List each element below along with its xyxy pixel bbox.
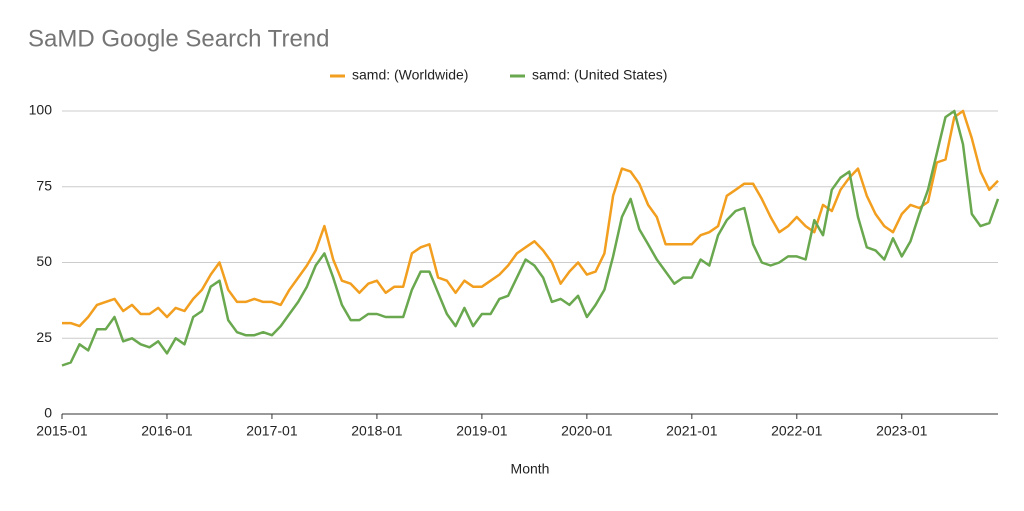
legend-label: samd: (Worldwide) bbox=[352, 67, 468, 83]
y-tick-label: 0 bbox=[44, 405, 52, 421]
x-tick-label: 2023-01 bbox=[876, 423, 928, 439]
x-tick-label: 2022-01 bbox=[771, 423, 823, 439]
y-tick-label: 50 bbox=[36, 253, 52, 269]
x-tick-label: 2020-01 bbox=[561, 423, 613, 439]
legend-label: samd: (United States) bbox=[532, 67, 667, 83]
x-tick-label: 2019-01 bbox=[456, 423, 508, 439]
chart-title: SaMD Google Search Trend bbox=[28, 25, 330, 52]
x-tick-label: 2016-01 bbox=[141, 423, 193, 439]
y-tick-label: 25 bbox=[36, 329, 52, 345]
x-tick-label: 2018-01 bbox=[351, 423, 403, 439]
data-line bbox=[62, 109, 999, 328]
x-tick-label: 2017-01 bbox=[246, 423, 298, 439]
x-axis-title: Month bbox=[511, 461, 550, 477]
data-line bbox=[61, 109, 1000, 367]
x-tick-label: 2021-01 bbox=[666, 423, 718, 439]
y-tick-label: 75 bbox=[36, 177, 52, 193]
y-tick-label: 100 bbox=[29, 102, 53, 118]
x-tick-label: 2015-01 bbox=[36, 423, 88, 439]
